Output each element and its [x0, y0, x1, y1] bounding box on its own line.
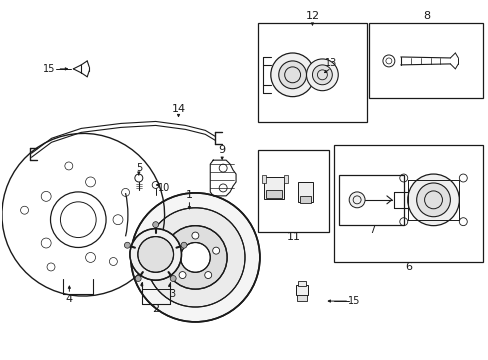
Text: 7: 7 [368, 225, 374, 235]
Circle shape [152, 222, 158, 228]
Bar [368, 23, 482, 98]
Circle shape [212, 247, 219, 254]
Bar [283, 175, 287, 183]
Text: 9: 9 [218, 145, 225, 155]
Bar [334, 145, 482, 262]
Text: 14: 14 [171, 104, 185, 113]
Bar [339, 175, 403, 225]
Text: 1: 1 [185, 190, 193, 200]
Circle shape [138, 237, 173, 272]
Text: 5: 5 [135, 163, 142, 173]
Circle shape [130, 229, 181, 280]
Text: 15: 15 [347, 296, 360, 306]
Circle shape [312, 65, 332, 85]
Bar [297, 281, 305, 286]
Text: 11: 11 [286, 231, 300, 242]
Circle shape [163, 226, 226, 289]
Circle shape [416, 183, 449, 217]
Circle shape [407, 174, 458, 226]
Text: 13: 13 [325, 58, 337, 68]
Bar [262, 175, 265, 183]
Text: 4: 4 [66, 294, 73, 304]
Circle shape [135, 275, 141, 282]
Circle shape [170, 275, 176, 282]
Bar [296, 295, 306, 301]
Text: 8: 8 [422, 11, 429, 21]
Bar [295, 285, 307, 295]
Circle shape [171, 247, 178, 254]
Text: 10: 10 [157, 183, 169, 193]
Bar [257, 23, 366, 122]
Text: 15: 15 [43, 64, 56, 74]
Text: 2: 2 [152, 304, 159, 314]
Bar [257, 150, 328, 231]
Circle shape [131, 193, 259, 322]
Circle shape [124, 242, 130, 248]
Circle shape [270, 53, 314, 96]
Bar [299, 196, 311, 203]
Circle shape [348, 192, 365, 208]
Circle shape [306, 59, 338, 91]
Text: 3: 3 [169, 289, 175, 299]
Circle shape [181, 242, 186, 248]
Bar [297, 182, 313, 202]
Text: 12: 12 [305, 11, 319, 21]
Circle shape [204, 271, 211, 279]
Text: 6: 6 [405, 262, 411, 272]
Bar [265, 190, 281, 198]
Circle shape [145, 208, 244, 307]
Bar [264, 177, 283, 199]
Circle shape [179, 271, 185, 279]
Circle shape [180, 243, 210, 272]
Circle shape [278, 61, 306, 89]
Circle shape [191, 232, 199, 239]
